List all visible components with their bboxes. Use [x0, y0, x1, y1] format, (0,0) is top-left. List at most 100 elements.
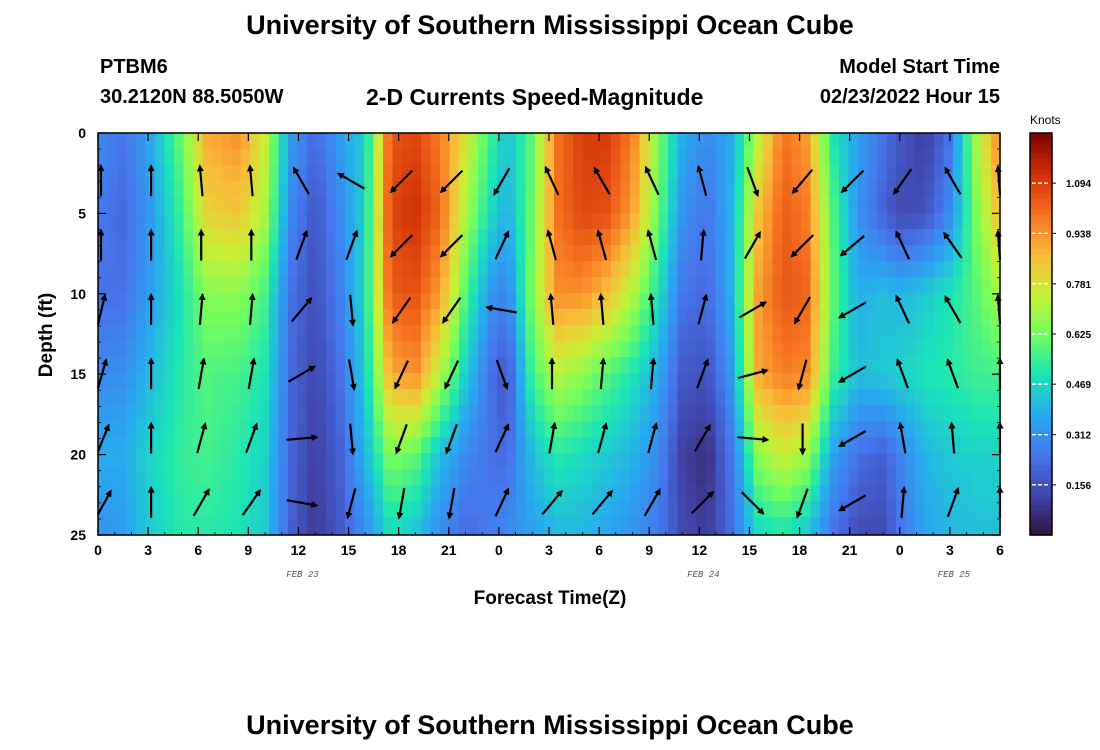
heatmap-cell — [155, 453, 166, 470]
heatmap-cell — [183, 405, 194, 422]
heatmap-cell — [601, 165, 612, 182]
heatmap-cell — [107, 261, 118, 278]
heatmap-cell — [639, 485, 650, 502]
heatmap-cell — [316, 357, 327, 374]
heatmap-cell — [839, 261, 850, 278]
heatmap-cell — [364, 149, 375, 166]
heatmap-cell — [193, 309, 204, 326]
heatmap-cell — [221, 469, 232, 486]
heatmap-cell — [202, 421, 213, 438]
heatmap-cell — [383, 405, 394, 422]
heatmap-cell — [259, 293, 270, 310]
heatmap-cell — [772, 325, 783, 342]
heatmap-cell — [212, 517, 223, 534]
heatmap-cell — [677, 149, 688, 166]
heatmap-cell — [829, 453, 840, 470]
heatmap-cell — [554, 277, 565, 294]
current-vector — [696, 164, 708, 196]
heatmap-cell — [886, 277, 897, 294]
heatmap-cell — [924, 389, 935, 406]
heatmap-cell — [592, 213, 603, 230]
heatmap-cell — [269, 149, 280, 166]
heatmap-cell — [316, 293, 327, 310]
heatmap-cell — [772, 261, 783, 278]
heatmap-cell — [573, 181, 584, 198]
heatmap-cell — [155, 389, 166, 406]
heatmap-cell — [763, 149, 774, 166]
heatmap-cell — [867, 405, 878, 422]
heatmap-cell — [430, 229, 441, 246]
heatmap-cell — [193, 453, 204, 470]
heatmap-cell — [810, 245, 821, 262]
heatmap-cell — [696, 501, 707, 518]
heatmap-cell — [516, 517, 527, 534]
heatmap-cell — [658, 229, 669, 246]
heatmap-cell — [829, 213, 840, 230]
heatmap-cell — [98, 405, 109, 422]
heatmap-cell — [544, 341, 555, 358]
heatmap-cell — [573, 485, 584, 502]
heatmap-cell — [734, 165, 745, 182]
current-vector — [547, 292, 555, 325]
heatmap-cell — [991, 453, 1001, 470]
heatmap-cell — [573, 261, 584, 278]
heatmap-cell — [962, 389, 973, 406]
colorbar-segment — [1030, 143, 1052, 149]
heatmap-cell — [715, 149, 726, 166]
heatmap-cell — [658, 133, 669, 150]
heatmap-cell — [725, 517, 736, 534]
colorbar-segment — [1030, 303, 1052, 310]
heatmap-cell — [364, 245, 375, 262]
heatmap-cell — [98, 309, 109, 326]
heatmap-cell — [858, 485, 869, 502]
heatmap-cell — [212, 197, 223, 214]
heatmap-cell — [582, 373, 593, 390]
heatmap-cell — [497, 421, 508, 438]
heatmap-cell — [668, 389, 679, 406]
heatmap-cell — [715, 421, 726, 438]
heatmap-cell — [297, 357, 308, 374]
heatmap-cell — [107, 341, 118, 358]
heatmap-cell — [620, 517, 631, 534]
colorbar-segment — [1030, 298, 1052, 305]
heatmap-cell — [164, 389, 175, 406]
heatmap-cell — [297, 517, 308, 534]
heatmap-cell — [307, 517, 318, 534]
heatmap-cell — [421, 293, 432, 310]
heatmap-cell — [791, 149, 802, 166]
heatmap-cell — [630, 325, 641, 342]
heatmap-cell — [487, 421, 498, 438]
heatmap-cell — [820, 309, 831, 326]
heatmap-cell — [611, 437, 622, 454]
heatmap-cell — [440, 373, 451, 390]
current-vector — [791, 168, 814, 195]
heatmap-cell — [98, 341, 109, 358]
heatmap-cell — [345, 149, 356, 166]
heatmap-cell — [307, 245, 318, 262]
heatmap-cell — [620, 149, 631, 166]
heatmap-cell — [98, 373, 109, 390]
x-tick-label: 6 — [996, 542, 1004, 558]
heatmap-cell — [506, 501, 517, 518]
heatmap-cell — [516, 309, 527, 326]
heatmap-cell — [782, 485, 793, 502]
heatmap-cell — [715, 245, 726, 262]
heatmap-cell — [810, 181, 821, 198]
heatmap-cell — [288, 261, 299, 278]
heatmap-cell — [326, 165, 337, 182]
heatmap-cell — [810, 421, 821, 438]
heatmap-cell — [601, 277, 612, 294]
heatmap-cell — [326, 485, 337, 502]
heatmap-cell — [107, 453, 118, 470]
heatmap-cell — [658, 405, 669, 422]
heatmap-cell — [791, 229, 802, 246]
heatmap-cell — [924, 453, 935, 470]
heatmap-cell — [630, 229, 641, 246]
heatmap-cell — [782, 469, 793, 486]
heatmap-cell — [193, 261, 204, 278]
heatmap-cell — [497, 245, 508, 262]
heatmap-cell — [905, 277, 916, 294]
heatmap-cell — [706, 245, 717, 262]
y-tick-label: 10 — [70, 286, 86, 302]
heatmap-cell — [791, 293, 802, 310]
